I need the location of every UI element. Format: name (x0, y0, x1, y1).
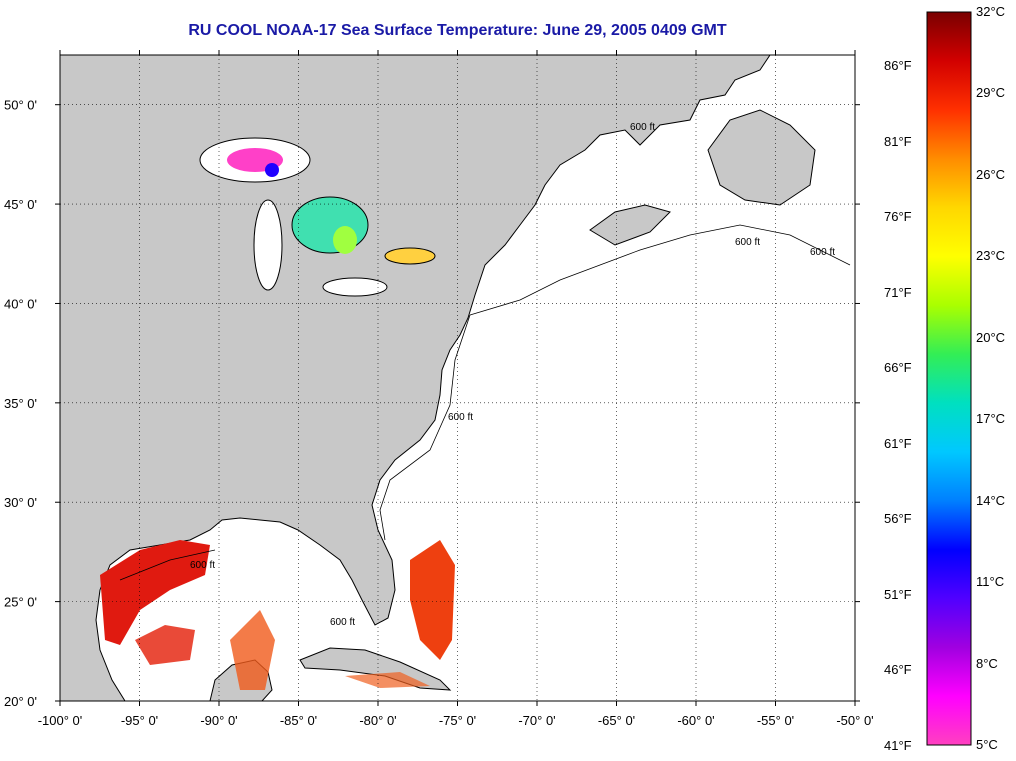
colorbar-celsius-label: 26°C (976, 166, 1006, 182)
lake-erie (322, 277, 388, 297)
lake-ontario (384, 247, 436, 265)
axis-ticks: -100° 0' -95° 0' -90° 0' -85° 0' -80° 0' -75°… (4, 50, 874, 728)
colorbar-celsius-label: 5°C (976, 737, 998, 752)
lat-tick-label: 45° 0' (4, 197, 37, 212)
colorbar-celsius-label: 32°C (976, 4, 1006, 19)
colorbar-celsius-label: 11°C (976, 574, 1005, 590)
lon-tick-label: -75° 0' (439, 713, 476, 728)
colorbar-fahrenheit-label: 56°F (884, 511, 912, 526)
colorbar-celsius-label: 8°C (976, 655, 998, 671)
lake-huron-warm (333, 226, 357, 254)
lake-huron (291, 196, 369, 254)
lat-tick-label: 40° 0' (4, 296, 37, 311)
contour-label: 600 ft (330, 617, 355, 628)
contour-label: 600 ft (448, 412, 473, 423)
lon-tick-label: -70° 0' (518, 713, 555, 728)
colorbar-fahrenheit-label: 81°F (884, 133, 912, 149)
graticule (60, 55, 855, 701)
gulf-sst-south (135, 625, 195, 665)
lon-tick-label: -85° 0' (280, 713, 317, 728)
colorbar-fahrenheit-label: 46°F (884, 662, 912, 677)
lat-tick-label: 30° 0' (4, 495, 37, 510)
lon-tick-label: -65° 0' (598, 713, 635, 728)
depth-contour-600ft (119, 224, 851, 581)
bahamas-sst (410, 540, 455, 660)
colorbar-fahrenheit-label: 76°F (884, 209, 912, 224)
colorbar-celsius-label: 14°C (976, 492, 1006, 508)
colorbar-celsius-label: 29°C (976, 85, 1006, 101)
lat-tick-label: 50° 0' (4, 98, 37, 113)
contour-label: 600 ft (190, 560, 215, 571)
colorbar-fahrenheit-label: 61°F (884, 435, 912, 451)
lon-tick-label: -80° 0' (359, 713, 396, 728)
colorbar-celsius-label: 17°C (976, 411, 1006, 427)
cuba-coast-sst (345, 672, 430, 688)
colorbar-fahrenheit-label: 66°F (884, 360, 912, 375)
contour-label: 600 ft (810, 247, 835, 258)
lat-tick-label: 35° 0' (4, 396, 37, 411)
lake-superior-cold (265, 163, 279, 177)
colorbar-fahrenheit-label: 71°F (884, 284, 912, 300)
gulf-sst-west (100, 540, 210, 645)
contour-label: 600 ft (630, 122, 655, 133)
land-nova-scotia (589, 204, 671, 246)
colorbar-celsius-label: 20°C (976, 329, 1006, 345)
colorbar-celsius-label: 23°C (976, 248, 1006, 264)
gulf-sst-yucatan (230, 610, 275, 690)
lon-tick-label: -60° 0' (677, 713, 714, 728)
lon-tick-label: -50° 0' (836, 713, 873, 728)
map-title: RU COOL NOAA-17 Sea Surface Temperature:… (188, 22, 727, 39)
lat-tick-label: 25° 0' (4, 595, 37, 610)
colorbar-fahrenheit-label: 86°F (884, 58, 912, 73)
land-newfoundland (707, 109, 816, 206)
lat-tick-label: 20° 0' (4, 694, 37, 709)
colorbar-fahrenheit-label: 51°F (884, 586, 912, 602)
colorbar (926, 11, 972, 746)
lon-tick-label: -100° 0' (38, 713, 83, 728)
lake-michigan (253, 199, 283, 291)
colorbar-fahrenheit-label: 41°F (884, 737, 912, 753)
contour-label: 600 ft (735, 237, 760, 248)
lon-tick-label: -95° 0' (121, 713, 158, 728)
lon-tick-label: -90° 0' (200, 713, 237, 728)
lon-tick-label: -55° 0' (757, 713, 794, 728)
